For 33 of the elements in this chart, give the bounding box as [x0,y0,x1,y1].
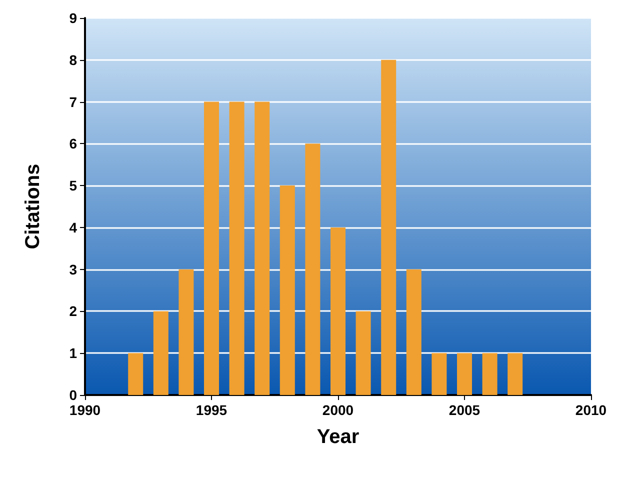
bar [356,311,371,395]
y-tick-label: 9 [69,10,78,26]
bar [229,102,244,395]
y-tick-label: 0 [69,387,78,403]
y-tick-label: 6 [69,136,78,152]
y-tick-label: 2 [69,303,78,320]
bar [178,269,194,395]
bar [128,353,144,395]
bar [204,102,219,395]
y-tick-label: 1 [69,345,78,362]
y-tick-label: 4 [69,219,78,236]
bar [457,353,472,395]
bar [508,353,523,395]
bar [482,353,498,395]
x-tick-label: 2010 [575,402,607,418]
bar [381,60,396,395]
x-tick-label: 1995 [196,402,228,418]
bar [153,311,168,395]
y-tick-label: 5 [69,178,78,194]
bar [280,186,295,395]
y-tick-label: 7 [69,94,78,110]
bar [254,102,270,395]
y-axis-title: Citations [22,164,44,250]
x-tick-label: 2000 [322,402,354,418]
bar [330,227,346,395]
y-tick-label: 8 [69,52,78,68]
bar [305,144,320,395]
x-tick-label: 2005 [448,402,480,418]
x-axis-title: Year [316,426,360,448]
bar [432,353,447,395]
x-tick-label: 1990 [69,402,101,418]
bar [406,269,422,395]
y-tick-label: 3 [69,261,78,278]
